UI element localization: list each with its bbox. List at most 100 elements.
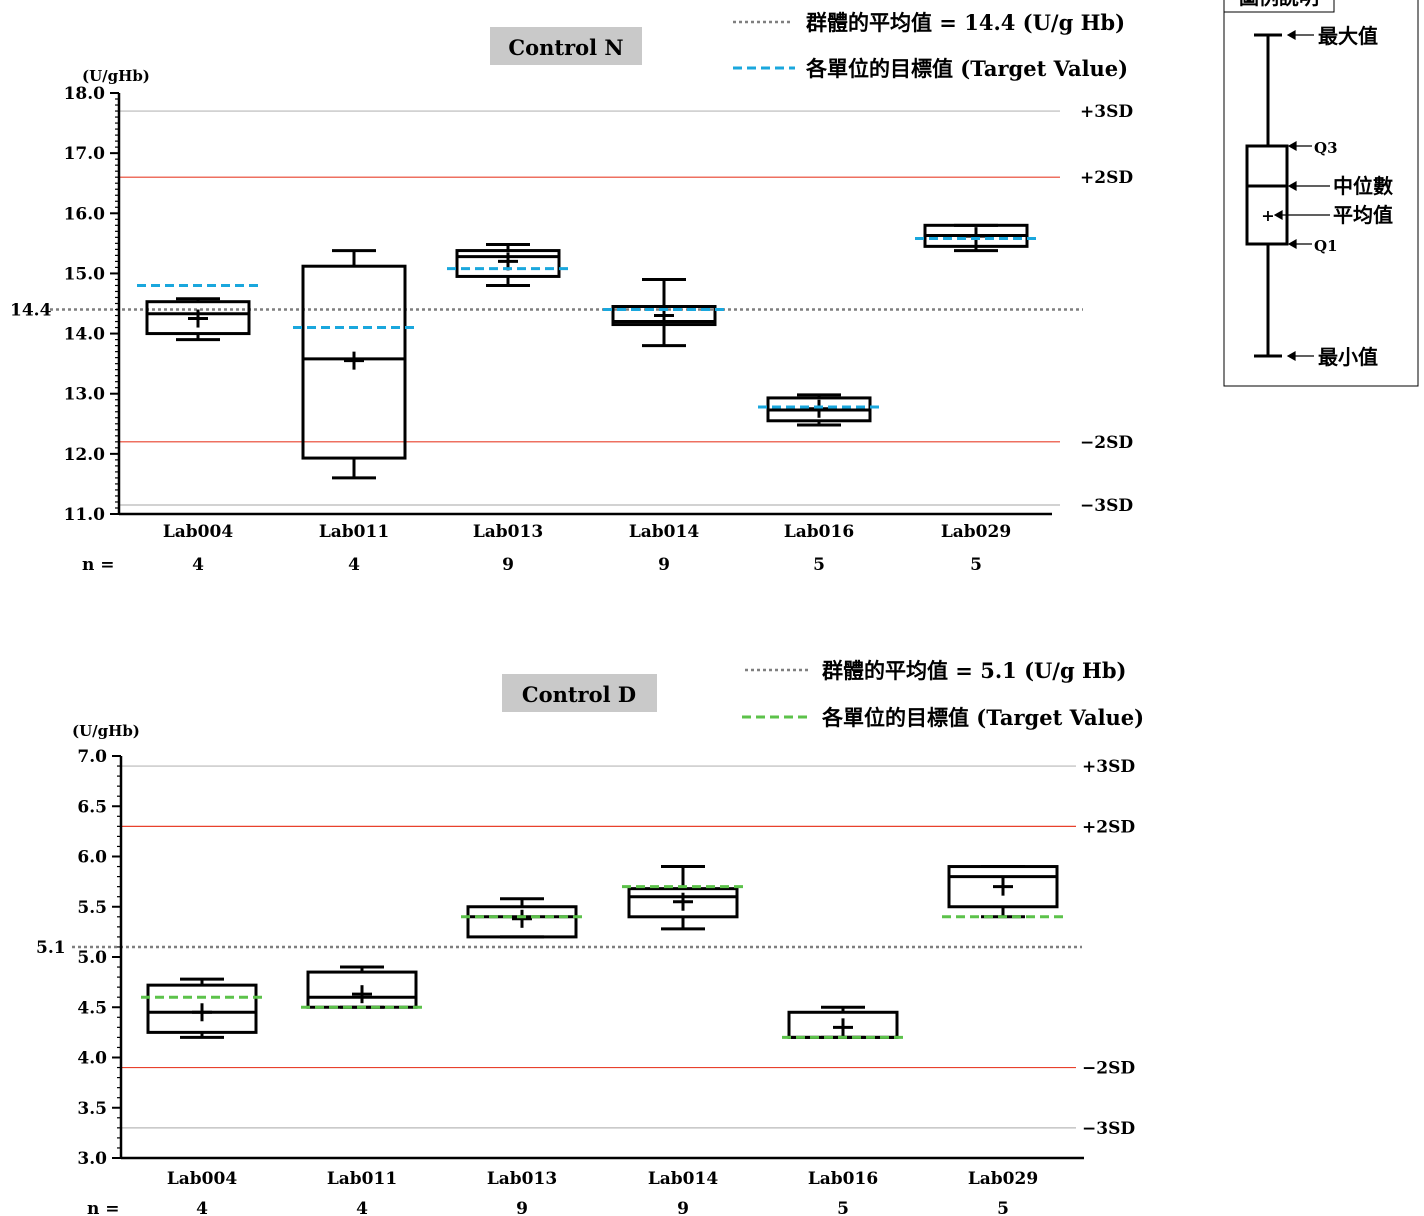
iqr-box (455, 249, 561, 278)
legend-mean-plus: + (1261, 206, 1274, 225)
y-tick-label: 3.0 (77, 1149, 107, 1169)
y-tick-label: 14.0 (64, 325, 106, 345)
y-tick-label: 18.0 (64, 84, 106, 104)
box-Lab016 (758, 393, 880, 427)
x-category-label: Lab011 (319, 522, 389, 542)
n-value-label: 5 (997, 1199, 1009, 1216)
legend-title-frame (1223, 0, 1335, 13)
n-row-label: n = (82, 555, 115, 575)
ref-line-label: −3SD (1080, 496, 1133, 516)
y-tick-label: 6.5 (77, 797, 107, 817)
group-mean-value-label: 14.4 (10, 301, 52, 321)
legend-frame (1223, 0, 1419, 387)
box-Lab016 (782, 1005, 904, 1039)
ref-line-label: +2SD (1080, 168, 1133, 188)
n-value-label: 5 (837, 1199, 849, 1216)
x-category-label: Lab004 (167, 1169, 238, 1189)
chart-control-n: Control N 群體的平均值 = 14.4 (U/g Hb) 各單位的目標值… (10, 10, 1133, 575)
iqr-box (611, 305, 717, 327)
legend-group-mean-text: 群體的平均值 = 5.1 (U/g Hb) (822, 658, 1126, 683)
y-tick-label: 4.0 (77, 1049, 107, 1069)
chart-title: Control D (522, 682, 636, 707)
legend-target-text: 各單位的目標值 (Target Value) (821, 705, 1144, 730)
legend-boxplot-glyph (1245, 33, 1289, 358)
x-category-label: Lab016 (784, 522, 854, 542)
n-row-label: n = (87, 1199, 120, 1216)
n-value-label: 9 (658, 555, 670, 575)
y-tick-label: 7.0 (77, 747, 107, 767)
n-value-label: 9 (677, 1199, 689, 1216)
n-value-label: 5 (970, 555, 982, 575)
legend-median-label: 中位數 (1333, 174, 1393, 198)
ref-line-label: −2SD (1082, 1059, 1135, 1079)
y-tick-label: 5.0 (77, 948, 107, 968)
y-axis-unit-label: (U/gHb) (82, 67, 150, 85)
y-tick-label: 13.0 (64, 385, 106, 405)
chart-title-bg (490, 27, 642, 65)
x-category-label: Lab016 (808, 1169, 878, 1189)
iqr-box (466, 905, 578, 939)
legend-title: 圖例說明 (1239, 0, 1319, 9)
legend-q1-label: Q1 (1314, 237, 1338, 255)
box-Lab013 (447, 243, 569, 287)
x-category-label: Lab014 (648, 1169, 719, 1189)
n-value-label: 4 (196, 1199, 208, 1216)
plot-area: +3SD +2SD −2SD −3SD 14.4 11.0 12.0 13.0 14.0 15.0… (10, 84, 1133, 575)
ref-line-label: +3SD (1082, 757, 1135, 777)
chart-title: Control N (508, 35, 623, 60)
box-Lab004 (137, 283, 259, 342)
iqr-box (627, 887, 739, 919)
box-Lab011 (301, 965, 423, 1009)
y-tick-label: 15.0 (64, 264, 106, 284)
n-value-label: 4 (348, 555, 360, 575)
box-Lab029 (915, 223, 1037, 253)
box-Lab014 (622, 865, 744, 931)
ref-line-label: +2SD (1082, 817, 1135, 837)
y-axis-unit-label: (U/gHb) (72, 722, 140, 740)
legend-explanation: 圖例說明 + 最大值 Q3 中位數 平均值 Q1 (1223, 0, 1419, 387)
legend-max-label: 最大值 (1318, 24, 1378, 48)
chart-title-bg (502, 674, 657, 712)
iqr-box (301, 264, 407, 460)
box-Lab029 (942, 865, 1064, 919)
y-tick-label: 17.0 (64, 144, 106, 164)
group-mean-value-label: 5.1 (36, 938, 66, 958)
legend-min-label: 最小值 (1318, 345, 1378, 369)
n-value-label: 9 (516, 1199, 528, 1216)
x-category-label: Lab029 (941, 522, 1011, 542)
x-category-label: Lab029 (968, 1169, 1038, 1189)
x-category-label: Lab014 (629, 522, 700, 542)
n-value-label: 4 (192, 555, 204, 575)
y-tick-label: 5.5 (77, 898, 107, 918)
box-Lab014 (603, 277, 725, 348)
legend-target-text: 各單位的目標值 (Target Value) (805, 56, 1128, 81)
y-tick-label: 4.5 (77, 998, 107, 1018)
y-tick-label: 16.0 (64, 204, 106, 224)
legend-arrows (1273, 29, 1330, 362)
box-Lab013 (461, 897, 583, 939)
n-value-label: 9 (502, 555, 514, 575)
iqr-box (145, 300, 251, 336)
x-category-label: Lab011 (327, 1169, 397, 1189)
iqr-box (947, 865, 1059, 909)
x-category-label: Lab013 (473, 522, 543, 542)
ref-line-label: −2SD (1080, 433, 1133, 453)
box-Lab004 (141, 977, 263, 1039)
ref-line-label: −3SD (1082, 1119, 1135, 1139)
legend-q3-label: Q3 (1314, 139, 1338, 157)
iqr-box (146, 983, 258, 1034)
chart-control-d: Control D 群體的平均值 = 5.1 (U/g Hb) 各單位的目標值 … (36, 658, 1144, 1216)
n-value-label: 5 (813, 555, 825, 575)
box-Lab011 (293, 249, 415, 480)
ref-line-label: +3SD (1080, 102, 1133, 122)
x-category-label: Lab004 (163, 522, 234, 542)
y-tick-label: 11.0 (64, 505, 106, 525)
y-tick-label: 3.5 (77, 1099, 107, 1119)
legend-mean-label: 平均值 (1333, 203, 1393, 227)
plot-area: +3SD +2SD −2SD −3SD 5.1 3.0 3.5 4.0 4.5 5.0 5.5 6.0… (36, 747, 1135, 1216)
n-value-label: 4 (356, 1199, 368, 1216)
x-category-label: Lab013 (487, 1169, 557, 1189)
y-tick-label: 6.0 (77, 848, 107, 868)
y-tick-label: 12.0 (64, 445, 106, 465)
